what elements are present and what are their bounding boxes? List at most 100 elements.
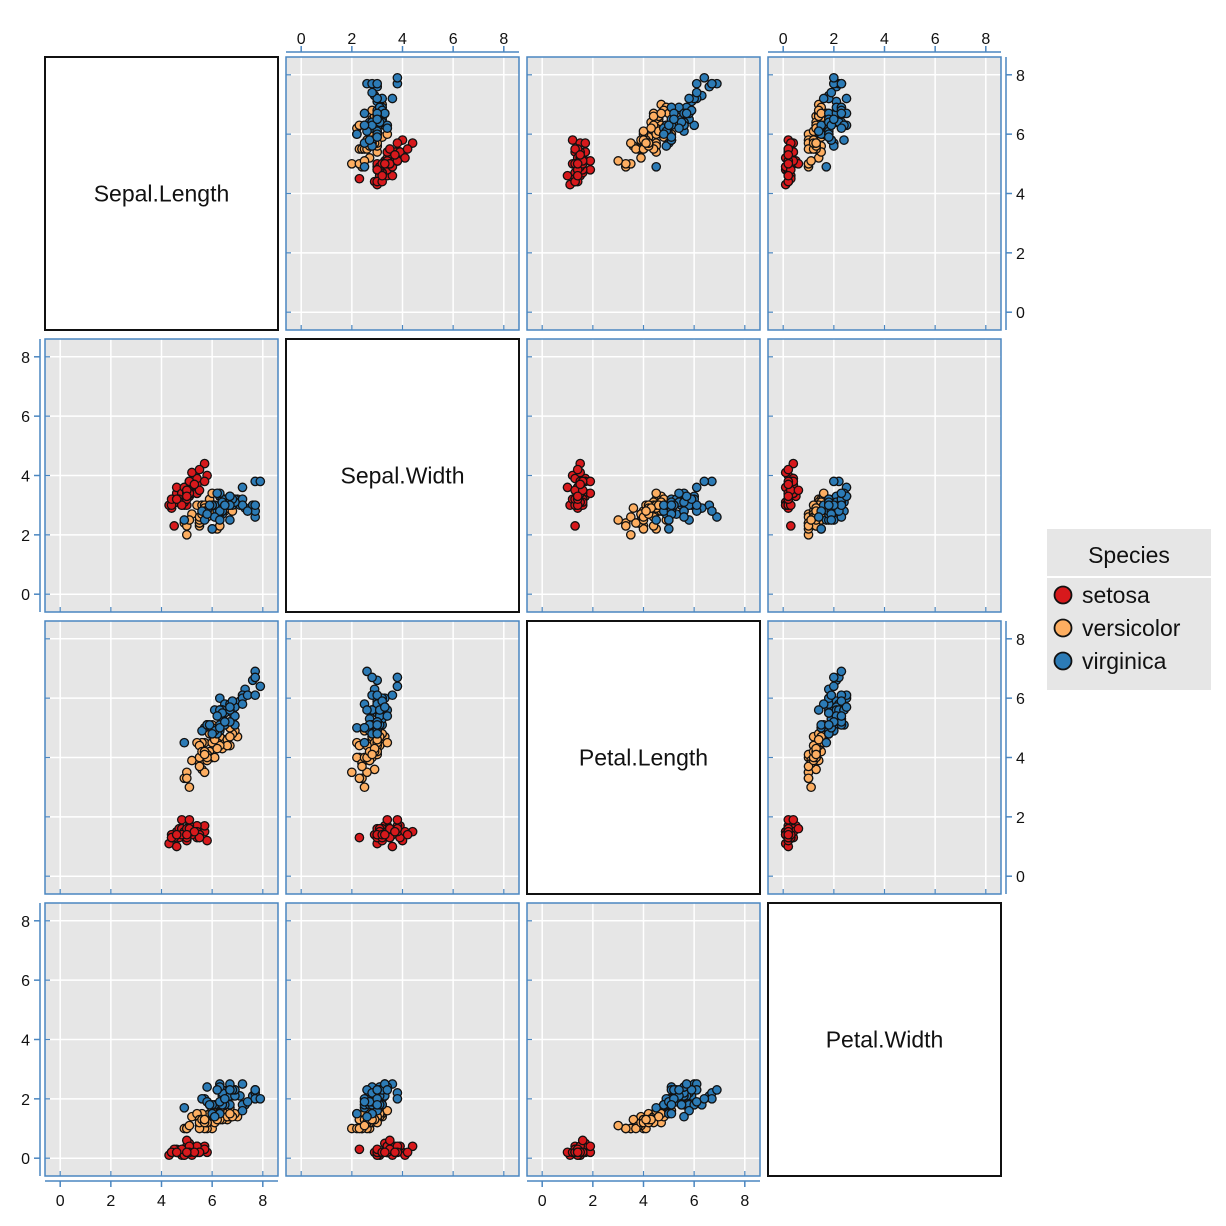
point-virginica-45 [836, 108, 847, 119]
point-virginica-44 [379, 702, 390, 712]
point-setosa-49 [379, 1147, 390, 1158]
point-setosa-33 [402, 1147, 413, 1158]
point-setosa-41 [354, 1144, 365, 1155]
diagonal-label-sepal-width: Sepal.Width [340, 463, 464, 489]
panel-1-2 [526, 338, 761, 613]
points [164, 1079, 266, 1161]
panel-2-0 [44, 620, 279, 895]
tick-label: 2 [21, 1092, 30, 1109]
point-virginica-22 [707, 506, 717, 516]
point-virginica-9 [691, 482, 702, 493]
point-setosa-15 [788, 458, 799, 469]
point-virginica-30 [691, 87, 702, 98]
point-setosa-44 [392, 814, 403, 825]
point-virginica-47 [219, 717, 230, 727]
diagonal-label-petal-width: Petal.Width [826, 1027, 944, 1053]
tick-label: 8 [258, 1193, 267, 1210]
point-setosa-47 [171, 1147, 182, 1158]
point-virginica-48 [674, 123, 684, 134]
points [562, 458, 722, 540]
point-virginica-38 [372, 728, 383, 739]
point-virginica-22 [250, 672, 261, 683]
point-setosa-48 [189, 479, 200, 490]
point-virginica-33 [666, 1108, 677, 1119]
point-virginica-34 [813, 126, 824, 137]
tick-label: 2 [829, 31, 838, 48]
point-setosa-43 [577, 1135, 588, 1146]
point-setosa-15 [407, 1141, 418, 1152]
point-virginica-49 [204, 1099, 215, 1110]
point-versicolor-43 [181, 773, 192, 784]
panel-0-3 [767, 56, 1002, 331]
point-virginica-44 [841, 702, 852, 712]
point-setosa-44 [788, 814, 799, 825]
point-virginica-44 [225, 702, 235, 712]
legend-background [1047, 529, 1211, 690]
point-versicolor-48 [359, 1120, 370, 1131]
point-setosa-18 [580, 138, 591, 148]
point-virginica-9 [841, 93, 852, 104]
point-versicolor-49 [641, 1114, 651, 1125]
point-versicolor-49 [199, 749, 210, 760]
point-virginica-31 [392, 681, 403, 692]
point-setosa-43 [384, 1135, 395, 1146]
point-setosa-33 [402, 144, 413, 154]
point-virginica-9 [237, 482, 248, 493]
top-axis-col-1: 0 2 4 6 8 [286, 31, 519, 53]
tick-label: 6 [1016, 127, 1025, 144]
point-setosa-44 [184, 814, 195, 825]
points [562, 72, 722, 190]
point-virginica-22 [367, 672, 377, 683]
legend-entry-setosa: setosa [1053, 582, 1150, 608]
point-virginica-49 [823, 500, 834, 511]
point-virginica-6 [359, 737, 370, 748]
diagonal-frame [44, 56, 279, 331]
point-setosa-33 [572, 464, 583, 475]
tick-label: 2 [1016, 810, 1025, 827]
point-virginica-31 [828, 476, 839, 487]
point-versicolor-49 [811, 138, 821, 148]
point-versicolor-49 [641, 506, 651, 516]
tick-label: 2 [21, 528, 30, 545]
diagonal-label-petal-length: Petal.Length [579, 745, 708, 771]
point-setosa-49 [783, 491, 794, 502]
point-virginica-46 [663, 515, 674, 525]
point-setosa-15 [199, 458, 210, 469]
point-setosa-41 [354, 173, 365, 184]
panel-1-0 [44, 338, 279, 613]
top-axis-col-3: 0 2 4 6 8 [768, 31, 1001, 53]
tick-label: 6 [21, 409, 30, 426]
point-virginica-19 [352, 129, 362, 140]
tick-label: 4 [1016, 187, 1025, 204]
panel-2-3 [767, 620, 1002, 895]
point-virginica-9 [237, 1079, 248, 1089]
points [780, 666, 852, 852]
tick-label: 2 [588, 1193, 597, 1210]
point-virginica-22 [828, 672, 839, 683]
tick-label: 0 [21, 587, 30, 604]
point-virginica-31 [255, 476, 266, 487]
point-virginica-30 [826, 87, 837, 98]
tick-label: 4 [21, 469, 30, 486]
point-virginica-6 [821, 737, 832, 748]
point-setosa-47 [572, 170, 583, 181]
point-virginica-14 [202, 1082, 212, 1092]
point-setosa-22 [171, 841, 182, 852]
point-virginica-14 [839, 135, 849, 145]
legend-entry-versicolor: versicolor [1053, 615, 1181, 641]
point-versicolor-47 [212, 743, 223, 754]
point-versicolor-48 [806, 782, 816, 793]
point-versicolor-31 [194, 761, 205, 772]
point-virginica-44 [681, 1079, 692, 1089]
tick-label: 4 [157, 1193, 166, 1210]
panel-1-1: Sepal.Width [285, 338, 520, 613]
point-virginica-49 [666, 500, 677, 511]
point-virginica-43 [836, 696, 847, 706]
points [164, 458, 266, 540]
point-virginica-48 [674, 1085, 684, 1095]
panel-0-0: Sepal.Length [44, 56, 279, 331]
panel-2-2: Petal.Length [526, 620, 761, 895]
point-virginica-47 [219, 1093, 230, 1104]
point-virginica-29 [684, 93, 694, 104]
point-virginica-35 [372, 78, 383, 89]
